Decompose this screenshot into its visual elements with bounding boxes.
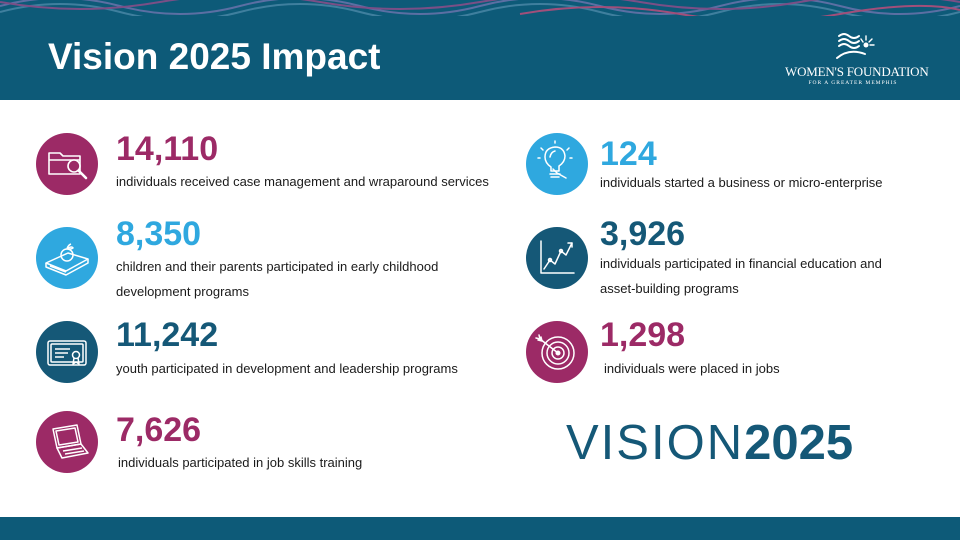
apple-on-books-icon (45, 243, 89, 276)
stat-number: 124 (600, 135, 657, 173)
stat-description: children and their parents participated … (116, 259, 439, 299)
stat-icon-circle (36, 133, 98, 195)
decorative-wave-pattern (0, 0, 960, 16)
logo-name: WOMEN'S FOUNDATION (785, 64, 929, 79)
stat-icon-circle (526, 133, 588, 195)
stat-icon-circle (526, 321, 588, 383)
stat-number: 11,242 (116, 316, 219, 354)
foundation-wave-icon (836, 33, 875, 59)
laptop-icon (52, 424, 89, 459)
folder-magnifier-icon (48, 152, 88, 180)
stat-description: individuals participated in financial ed… (600, 256, 882, 296)
stat-icon-circle (36, 411, 98, 473)
stat-number: 8,350 (116, 215, 202, 253)
stat-icon-circle (36, 321, 98, 383)
stat-icon-circle (36, 227, 98, 289)
stat-description: individuals received case management and… (116, 174, 489, 189)
lightbulb-icon (537, 140, 573, 179)
certificate-icon (47, 340, 87, 366)
stat-number: 1,298 (600, 316, 686, 354)
stat-number: 3,926 (600, 215, 686, 253)
stat-description: individuals participated in job skills t… (118, 455, 363, 470)
vision-2025-logo: VISION2025 (566, 419, 853, 468)
vision-logo-year: 2025 (744, 416, 854, 470)
growth-chart-icon (540, 240, 575, 274)
stat-description: youth participated in development and le… (116, 361, 458, 376)
stat-icon-circle (526, 227, 588, 289)
stat-description: individuals were placed in jobs (604, 361, 780, 376)
vision-logo-word: VISION (566, 416, 745, 470)
stat-number: 14,110 (116, 130, 219, 168)
stat-description: individuals started a business or micro-… (600, 175, 883, 190)
page-title: Vision 2025 Impact (48, 36, 381, 77)
footer-bar (0, 517, 960, 540)
stat-number: 7,626 (116, 411, 202, 449)
target-icon (535, 334, 575, 370)
header-banner: Vision 2025 Impact WOMEN'S FOUNDATION FO… (0, 0, 960, 100)
logo-subtitle: FOR A GREATER MEMPHIS (808, 80, 898, 86)
womens-foundation-logo: WOMEN'S FOUNDATION FOR A GREATER MEMPHIS (785, 28, 929, 90)
